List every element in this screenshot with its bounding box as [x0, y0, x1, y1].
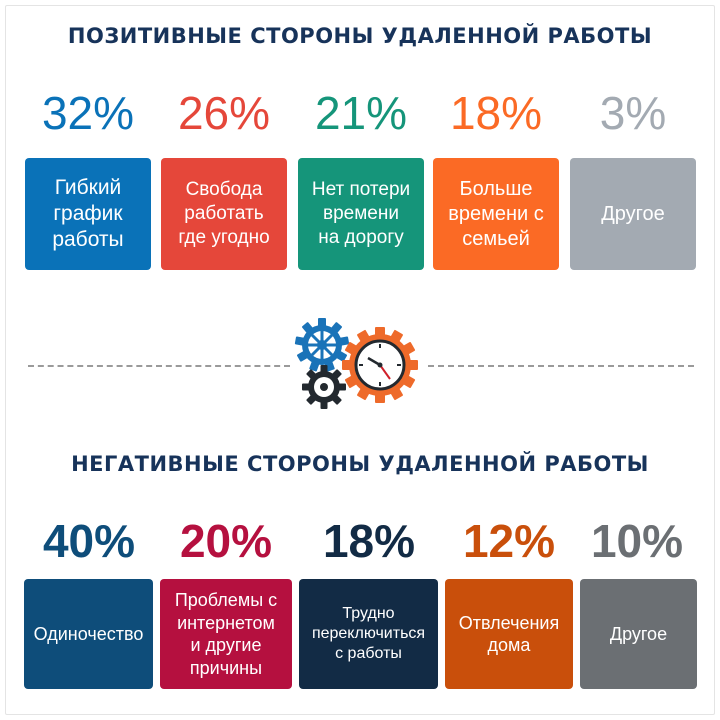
positive-card-label-1: Гибкий график работы [52, 175, 124, 252]
negative-card-label-3: Трудно переключиться с работы [311, 605, 426, 662]
positive-card-label-2: Свобода работать где угодно [178, 179, 270, 248]
positive-section-title: ПОЗИТИВНЫЕ СТОРОНЫ УДАЛЕННОЙ РАБОТЫ [67, 24, 653, 48]
negative-percent-3: 18% [322, 515, 416, 567]
positive-card-label-3: Нет потери времени на дорогу [311, 179, 411, 248]
negative-percent-2: 20% [179, 515, 273, 567]
positive-percent-1: 32% [41, 87, 135, 139]
positive-card-2: Свобода работать где угодно [161, 158, 287, 270]
positive-card-label-5: Другое [601, 202, 665, 225]
infographic-frame [5, 5, 715, 715]
positive-card-4: Больше времени с семьей [433, 158, 559, 270]
negative-percent-5: 10% [590, 515, 684, 567]
positive-percent-4: 18% [449, 87, 543, 139]
negative-card-label-5: Другое [609, 623, 668, 644]
negative-card-label-1: Одиночество [33, 623, 144, 644]
positive-card-label-4: Больше времени с семьей [448, 177, 544, 250]
negative-card-4: Отвлечения дома [445, 579, 573, 689]
negative-percent-1: 40% [42, 515, 136, 567]
negative-card-1: Одиночество [24, 579, 153, 689]
negative-card-2: Проблемы с интернетом и другие причины [160, 579, 292, 689]
gears-clock-icon [294, 318, 418, 409]
positive-card-1: Гибкий график работы [25, 158, 151, 270]
negative-card-label-4: Отвлечения дома [458, 612, 560, 656]
negative-card-5: Другое [580, 579, 697, 689]
positive-percent-2: 26% [177, 87, 271, 139]
divider-right [428, 365, 694, 367]
positive-percent-3: 21% [314, 87, 408, 139]
negative-card-label-2: Проблемы с интернетом и другие причины [174, 590, 278, 678]
positive-card-5: Другое [570, 158, 696, 270]
negative-percent-4: 12% [462, 515, 556, 567]
positive-percent-5: 3% [599, 87, 667, 139]
negative-section-title: НЕГАТИВНЫЕ СТОРОНЫ УДАЛЕННОЙ РАБОТЫ [71, 452, 649, 476]
negative-card-3: Трудно переключиться с работы [299, 579, 438, 689]
positive-card-3: Нет потери времени на дорогу [298, 158, 424, 270]
divider-left [28, 365, 290, 367]
